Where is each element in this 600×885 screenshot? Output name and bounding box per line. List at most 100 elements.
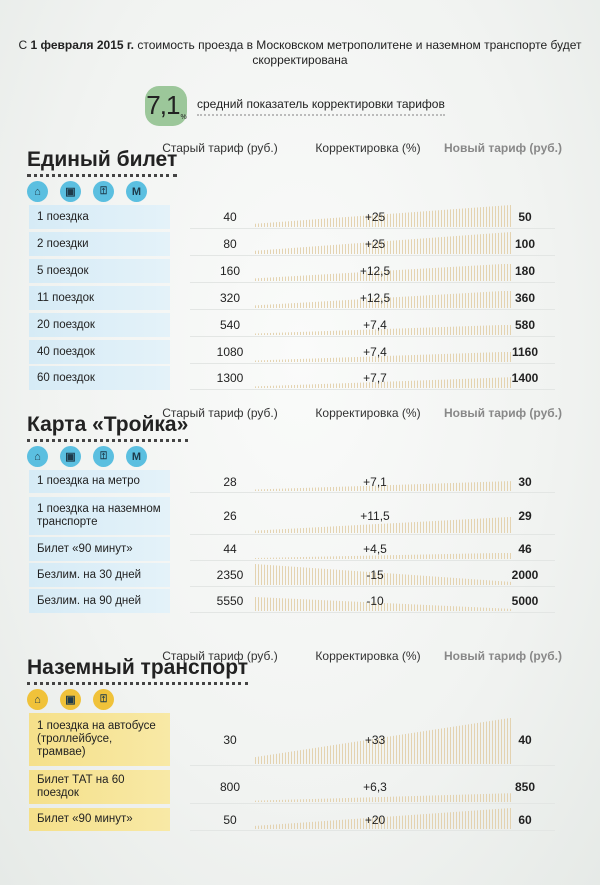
row-divider bbox=[190, 309, 555, 310]
bus-icon: ▣ bbox=[60, 181, 81, 202]
old-fare: 800 bbox=[219, 780, 241, 794]
average-badge: 7,1% bbox=[145, 86, 187, 126]
correction-value: +12,5 bbox=[359, 264, 391, 278]
row-divider bbox=[190, 586, 555, 587]
transport-icons: ⌂ ▣ ⍐ bbox=[27, 689, 114, 710]
old-fare: 26 bbox=[223, 509, 237, 523]
new-fare: 29 bbox=[518, 509, 532, 523]
row-divider bbox=[190, 282, 555, 283]
transport-icons: ⌂ ▣ ⍐ M bbox=[27, 181, 147, 202]
correction-value: +25 bbox=[364, 237, 386, 251]
correction-bar bbox=[255, 552, 511, 559]
trolleybus-icon: ⍐ bbox=[93, 181, 114, 202]
fare-row: 40 поездок 1080 +7,4 1160 bbox=[0, 340, 600, 364]
row-divider bbox=[190, 765, 555, 766]
old-fare: 28 bbox=[223, 474, 237, 489]
row-divider bbox=[190, 803, 555, 804]
fare-label: Билет ТАТ на 60 поездок bbox=[29, 770, 170, 804]
fare-label: Билет «90 минут» bbox=[29, 537, 170, 561]
intro-text: С 1 февраля 2015 г. стоимость проезда в … bbox=[0, 38, 600, 68]
correction-value: +6,3 bbox=[363, 780, 387, 794]
fare-label: 1 поездка на наземном транспорте bbox=[29, 497, 170, 535]
old-fare: 540 bbox=[219, 318, 241, 332]
average-value: 7,1 bbox=[146, 90, 180, 120]
average-correction: 7,1% средний показатель корректировки та… bbox=[145, 86, 445, 126]
old-fare: 44 bbox=[223, 542, 237, 556]
row-divider bbox=[190, 336, 555, 337]
fare-label: 2 поездки bbox=[29, 232, 170, 256]
correction-value: +4,5 bbox=[363, 542, 387, 556]
correction-value: +7,1 bbox=[363, 474, 387, 489]
fare-row: 20 поездок 540 +7,4 580 bbox=[0, 313, 600, 337]
fare-label: 40 поездок bbox=[29, 340, 170, 364]
correction-value: +25 bbox=[364, 210, 386, 224]
metro-icon: M bbox=[126, 446, 147, 467]
correction-value: +20 bbox=[364, 812, 386, 827]
old-fare: 80 bbox=[223, 237, 237, 251]
correction-bar bbox=[255, 324, 511, 335]
tram-icon: ⌂ bbox=[27, 446, 48, 467]
new-fare: 2000 bbox=[511, 568, 539, 582]
fare-row: Билет ТАТ на 60 поездок 800 +6,3 850 bbox=[0, 770, 600, 804]
fare-row: Безлим. на 30 дней 2350 -15 2000 bbox=[0, 563, 600, 587]
fare-row: Билет «90 минут» 50 +20 60 bbox=[0, 808, 600, 831]
trolleybus-icon: ⍐ bbox=[93, 446, 114, 467]
old-fare: 50 bbox=[223, 812, 237, 827]
old-fare: 40 bbox=[223, 210, 237, 224]
fare-row: 2 поездки 80 +25 100 bbox=[0, 232, 600, 256]
intro-date: 1 февраля 2015 г. bbox=[30, 38, 135, 52]
intro-body: стоимость проезда в Московском метрополи… bbox=[134, 38, 582, 67]
row-divider bbox=[190, 830, 555, 831]
row-divider bbox=[190, 492, 555, 493]
new-fare: 5000 bbox=[511, 594, 539, 608]
row-divider bbox=[190, 228, 555, 229]
metro-icon: M bbox=[126, 181, 147, 202]
new-fare: 360 bbox=[514, 291, 536, 305]
old-fare: 2350 bbox=[216, 568, 244, 582]
average-unit: % bbox=[180, 114, 186, 121]
new-fare: 580 bbox=[514, 318, 536, 332]
fare-label: Безлим. на 90 дней bbox=[29, 589, 170, 613]
new-fare: 180 bbox=[514, 264, 536, 278]
correction-value: +7,4 bbox=[363, 318, 387, 332]
section-title: Единый билет bbox=[27, 148, 178, 177]
correction-value: -15 bbox=[366, 568, 384, 582]
section-title: Наземный транспорт bbox=[27, 656, 249, 685]
row-divider bbox=[190, 560, 555, 561]
correction-bar bbox=[255, 377, 511, 388]
bus-icon: ▣ bbox=[60, 689, 81, 710]
new-fare: 46 bbox=[518, 542, 532, 556]
row-divider bbox=[190, 255, 555, 256]
fare-row: 5 поездок 160 +12,5 180 bbox=[0, 259, 600, 283]
fare-row: 1 поездка на автобусе (троллейбусе, трам… bbox=[0, 713, 600, 766]
fare-label: 5 поездок bbox=[29, 259, 170, 283]
correction-bar bbox=[255, 481, 511, 491]
tram-icon: ⌂ bbox=[27, 689, 48, 710]
fare-row: 60 поездок 1300 +7,7 1400 bbox=[0, 366, 600, 390]
correction-value: +11,5 bbox=[360, 509, 390, 523]
fare-label: 1 поездка на метро bbox=[29, 470, 170, 493]
correction-bar bbox=[255, 351, 511, 362]
fare-label: Билет «90 минут» bbox=[29, 808, 170, 831]
fare-label: 1 поездка на автобусе (троллейбусе, трам… bbox=[29, 713, 170, 766]
correction-value: +7,7 bbox=[363, 371, 387, 385]
correction-value: -10 bbox=[366, 594, 384, 608]
trolleybus-icon: ⍐ bbox=[93, 689, 114, 710]
fare-row: 1 поездка на метро 28 +7,1 30 bbox=[0, 470, 600, 493]
fare-row: Билет «90 минут» 44 +4,5 46 bbox=[0, 537, 600, 561]
fare-label: 60 поездок bbox=[29, 366, 170, 390]
fare-row: Безлим. на 90 дней 5550 -10 5000 bbox=[0, 589, 600, 613]
new-fare: 30 bbox=[518, 474, 532, 489]
bus-icon: ▣ bbox=[60, 446, 81, 467]
fare-label: Безлим. на 30 дней bbox=[29, 563, 170, 587]
row-divider bbox=[190, 612, 555, 613]
row-divider bbox=[190, 363, 555, 364]
transport-icons: ⌂ ▣ ⍐ M bbox=[27, 446, 147, 467]
new-fare: 60 bbox=[518, 812, 532, 827]
section-title: Карта «Тройка» bbox=[27, 413, 189, 442]
correction-value: +33 bbox=[364, 732, 386, 747]
new-fare: 1400 bbox=[511, 371, 539, 385]
average-label: средний показатель корректировки тарифов bbox=[197, 97, 445, 116]
row-divider bbox=[190, 389, 555, 390]
fare-label: 11 поездок bbox=[29, 286, 170, 310]
